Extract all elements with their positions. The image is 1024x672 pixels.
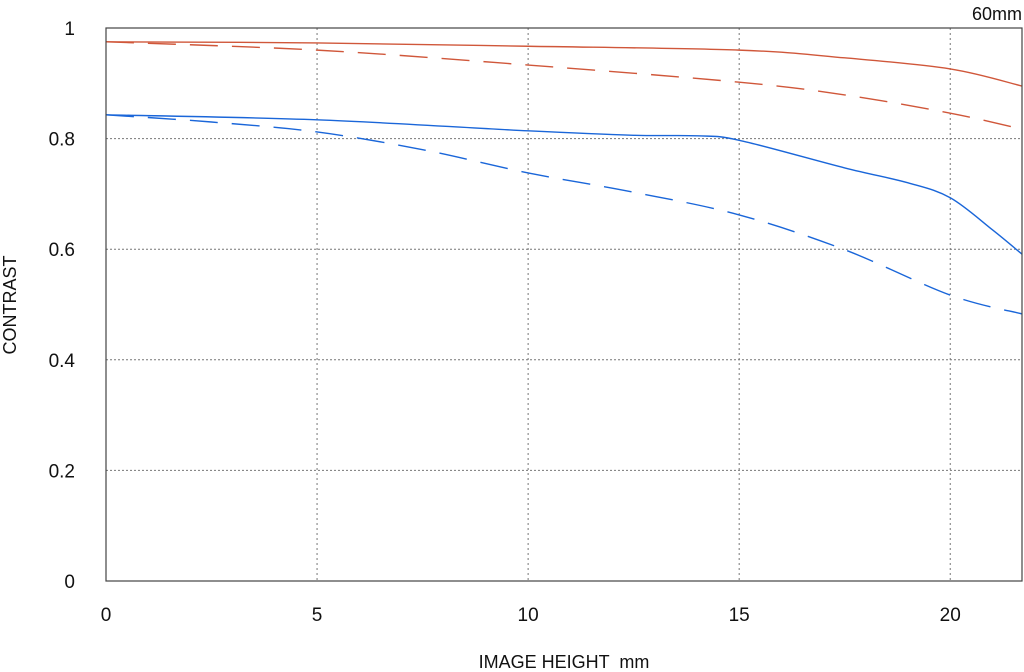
series-blue-solid xyxy=(105,114,1023,255)
x-tick-label: 10 xyxy=(518,605,539,626)
plot-frame xyxy=(105,27,1023,582)
series-blue-dashed xyxy=(105,114,1023,315)
series-red-solid xyxy=(105,41,1023,87)
x-tick-label: 5 xyxy=(312,605,323,626)
x-axis-label: IMAGE HEIGHT mm xyxy=(479,652,650,672)
chart-title: 60mm xyxy=(972,4,1022,24)
y-tick-label: 0.4 xyxy=(49,351,76,372)
x-tick-label: 20 xyxy=(940,605,961,626)
grid xyxy=(106,28,1022,581)
y-tick-label: 1 xyxy=(64,19,75,40)
y-tick-label: 0.2 xyxy=(49,461,75,482)
y-axis-label: CONTRAST xyxy=(0,255,20,354)
tick-labels: 0 5 10 15 20 0 0.2 0.4 0.6 0.8 1 xyxy=(49,19,961,626)
y-tick-label: 0 xyxy=(64,572,75,593)
x-tick-label: 15 xyxy=(729,605,750,626)
series-red-dashed xyxy=(105,41,1023,130)
y-tick-label: 0.8 xyxy=(49,130,75,151)
x-tick-label: 0 xyxy=(101,605,112,626)
series-layer xyxy=(105,41,1023,315)
y-tick-label: 0.6 xyxy=(49,240,75,261)
